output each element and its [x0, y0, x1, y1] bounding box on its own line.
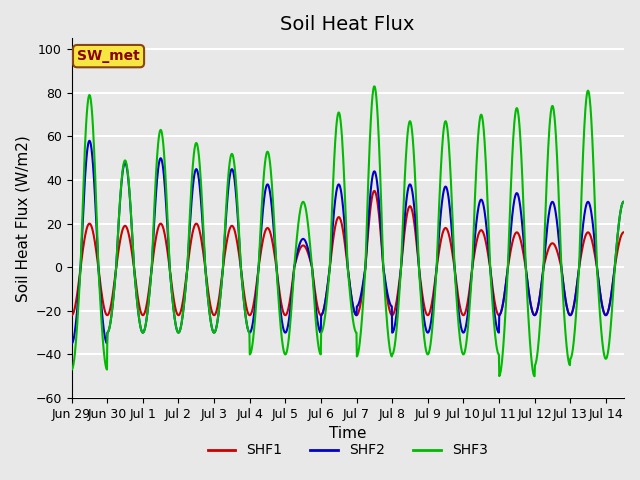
- Text: SW_met: SW_met: [77, 49, 140, 63]
- Title: Soil Heat Flux: Soil Heat Flux: [280, 15, 415, 34]
- Legend: SHF1, SHF2, SHF3: SHF1, SHF2, SHF3: [202, 438, 493, 463]
- Y-axis label: Soil Heat Flux (W/m2): Soil Heat Flux (W/m2): [15, 135, 30, 301]
- X-axis label: Time: Time: [329, 426, 366, 441]
